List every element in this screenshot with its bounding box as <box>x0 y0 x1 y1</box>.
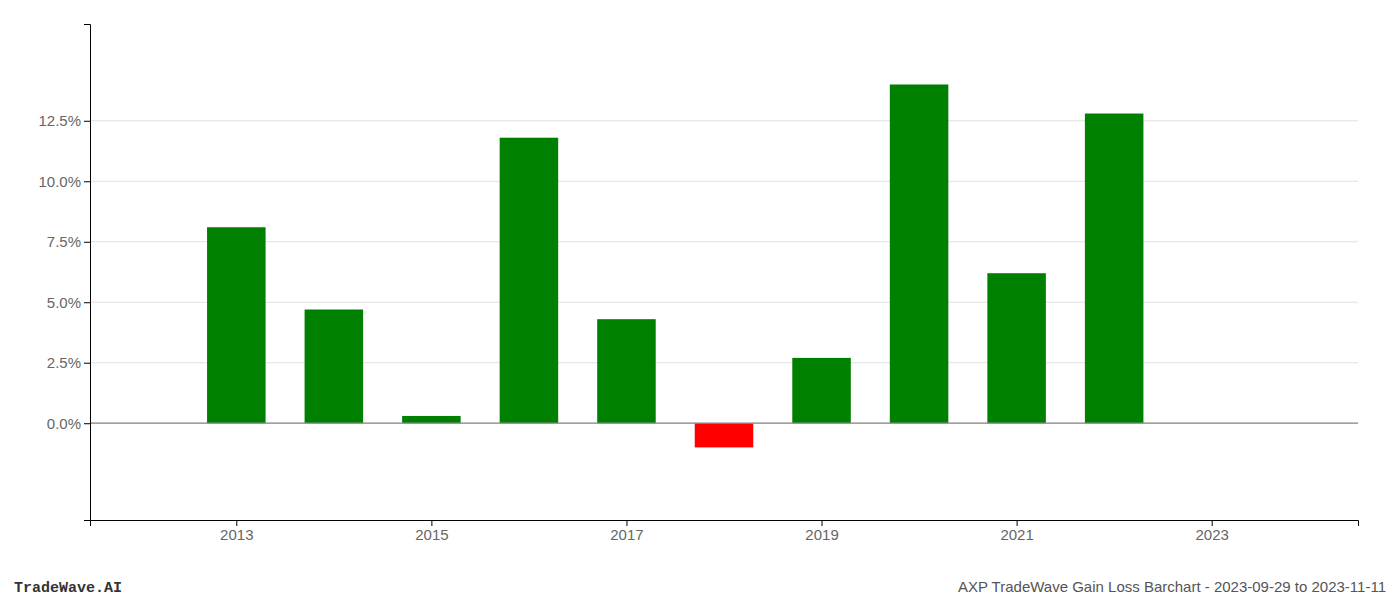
y-tick-label: 10.0% <box>38 173 81 190</box>
x-tick-label: 2019 <box>805 526 838 543</box>
x-tick: 2023 <box>1196 520 1229 543</box>
y-tick-label: 2.5% <box>47 354 81 371</box>
bar <box>597 319 656 423</box>
grid-line <box>90 423 1358 424</box>
bar <box>695 423 754 447</box>
y-tick-mark <box>84 121 90 122</box>
y-tick-mark <box>84 302 90 303</box>
y-tick-label: 12.5% <box>38 112 81 129</box>
grid-line <box>90 181 1358 182</box>
y-tick-label: 5.0% <box>47 294 81 311</box>
footer-right: AXP TradeWave Gain Loss Barchart - 2023-… <box>958 578 1386 595</box>
bar <box>500 138 559 424</box>
x-tick: 2017 <box>610 520 643 543</box>
footer-left: TradeWave.AI <box>14 580 122 597</box>
bar <box>207 227 266 423</box>
y-tick-label: 0.0% <box>47 415 81 432</box>
y-tick: 0.0% <box>47 415 90 432</box>
x-axis-line <box>91 521 1359 527</box>
bars <box>207 84 1143 447</box>
chart: 2013 2015 2017 2019 2021 2023 0.0% 2.5% 5.0% 7.5%… <box>0 0 1400 600</box>
y-tick: 12.5% <box>38 112 90 129</box>
grid <box>90 121 1358 423</box>
plot: 2013 2015 2017 2019 2021 2023 0.0% 2.5% 5.0% 7.5%… <box>38 25 1358 543</box>
grid-line <box>90 241 1358 242</box>
y-tick-mark <box>84 423 90 424</box>
x-tick-label: 2013 <box>220 526 253 543</box>
y-tick: 10.0% <box>38 173 90 190</box>
y-tick-mark <box>84 181 90 182</box>
x-tick-label: 2017 <box>610 526 643 543</box>
bar <box>987 273 1046 423</box>
y-tick: 7.5% <box>47 233 90 250</box>
x-tick-label: 2023 <box>1196 526 1229 543</box>
bar <box>402 416 461 423</box>
x-tick: 2015 <box>415 520 448 543</box>
grid-line <box>90 362 1358 363</box>
y-tick-mark <box>84 363 90 364</box>
zero-line <box>90 423 1358 424</box>
x-tick: 2013 <box>220 520 253 543</box>
bar <box>890 84 949 423</box>
x-axis: 2013 2015 2017 2019 2021 2023 <box>91 520 1359 543</box>
x-tick: 2021 <box>1000 520 1033 543</box>
y-tick: 2.5% <box>47 354 90 371</box>
bar <box>1085 114 1144 424</box>
bar <box>792 358 851 423</box>
y-tick-label: 7.5% <box>47 233 81 250</box>
y-tick-mark <box>84 242 90 243</box>
y-axis-line <box>84 25 91 521</box>
y-axis: 0.0% 2.5% 5.0% 7.5% 10.0% 12.5% <box>38 25 90 521</box>
x-tick: 2019 <box>805 520 838 543</box>
grid-line <box>90 120 1358 121</box>
grid-line <box>90 302 1358 303</box>
y-tick: 5.0% <box>47 294 90 311</box>
x-tick-label: 2015 <box>415 526 448 543</box>
x-tick-label: 2021 <box>1000 526 1033 543</box>
bar <box>305 310 364 424</box>
